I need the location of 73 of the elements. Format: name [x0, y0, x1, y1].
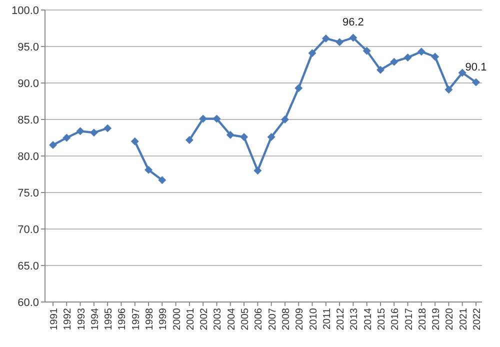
- x-tick-label: 2013: [349, 308, 360, 330]
- point: [322, 34, 330, 42]
- x-tick-label: 2010: [308, 308, 320, 330]
- x-tick-label: 2007: [267, 308, 278, 330]
- point: [226, 130, 234, 139]
- point: [199, 114, 208, 123]
- x-tick-label: 2016: [390, 308, 402, 330]
- y-tick-label: 70.0: [18, 224, 39, 236]
- point: [185, 136, 194, 144]
- point: [62, 134, 71, 142]
- x-tick-label: 2014: [362, 308, 374, 330]
- point: [90, 128, 98, 137]
- y-tick-label: 85.0: [18, 114, 39, 126]
- point: [294, 84, 303, 92]
- point: [417, 48, 426, 56]
- x-tick-label: 1994: [90, 308, 101, 330]
- x-tick-label: 2022: [472, 308, 483, 330]
- point: [376, 66, 384, 74]
- point: [144, 166, 153, 174]
- y-tick-label: 90.0: [18, 78, 39, 90]
- x-tick-label: 1999: [158, 308, 170, 330]
- point: [212, 114, 221, 123]
- x-tick-label: 1993: [76, 308, 88, 330]
- y-tick-label: 100.0: [11, 4, 39, 17]
- y-tick-label: 60.0: [18, 296, 39, 309]
- x-tick-label: 2019: [431, 308, 442, 330]
- point: [240, 133, 248, 142]
- point: [254, 166, 262, 175]
- x-tick-label: 1997: [130, 308, 142, 330]
- x-tick-label: 2020: [444, 308, 456, 330]
- point: [49, 141, 57, 150]
- x-tick-label: 2015: [376, 308, 388, 330]
- x-tick-label: 2011: [322, 308, 333, 330]
- annotation: 96.2: [342, 16, 364, 29]
- point: [104, 124, 112, 132]
- x-tick-label: 2003: [212, 308, 224, 330]
- x-tick-label: 2000: [172, 308, 183, 330]
- annotation: 90.1: [465, 61, 487, 74]
- x-tick-label: 2012: [336, 308, 347, 330]
- x-tick-label: 1996: [117, 308, 128, 330]
- x-tick-label: 1995: [104, 308, 115, 330]
- point: [267, 133, 276, 142]
- y-tick-label: 65.0: [18, 260, 39, 272]
- y-tick-label: 95.0: [18, 41, 39, 54]
- point: [130, 137, 139, 146]
- x-tick-label: 2002: [199, 308, 210, 330]
- point: [431, 52, 440, 61]
- point: [444, 86, 453, 94]
- x-tick-label: 2021: [458, 308, 470, 330]
- x-tick-label: 2005: [240, 308, 252, 330]
- x-tick-label: 2006: [254, 308, 265, 330]
- x-tick-label: 2008: [280, 308, 292, 330]
- point: [404, 53, 412, 62]
- x-tick-label: 2009: [294, 308, 306, 330]
- x-tick-label: 1991: [49, 308, 60, 330]
- point: [280, 116, 289, 124]
- x-tick-label: 2001: [185, 308, 196, 330]
- point: [362, 46, 371, 55]
- point: [390, 58, 398, 66]
- y-tick-label: 75.0: [18, 187, 39, 200]
- x-tick-label: 2018: [417, 308, 428, 330]
- point: [458, 68, 466, 77]
- point: [76, 127, 84, 136]
- point: [472, 78, 480, 86]
- point: [308, 49, 316, 58]
- y-tick-label: 80.0: [18, 150, 39, 163]
- point: [336, 38, 344, 46]
- x-tick-label: 1992: [62, 308, 74, 330]
- point: [158, 176, 166, 184]
- point: [349, 34, 358, 42]
- x-tick-label: 2017: [404, 308, 415, 330]
- x-tick-label: 2004: [226, 308, 238, 330]
- x-tick-label: 1998: [144, 308, 156, 330]
